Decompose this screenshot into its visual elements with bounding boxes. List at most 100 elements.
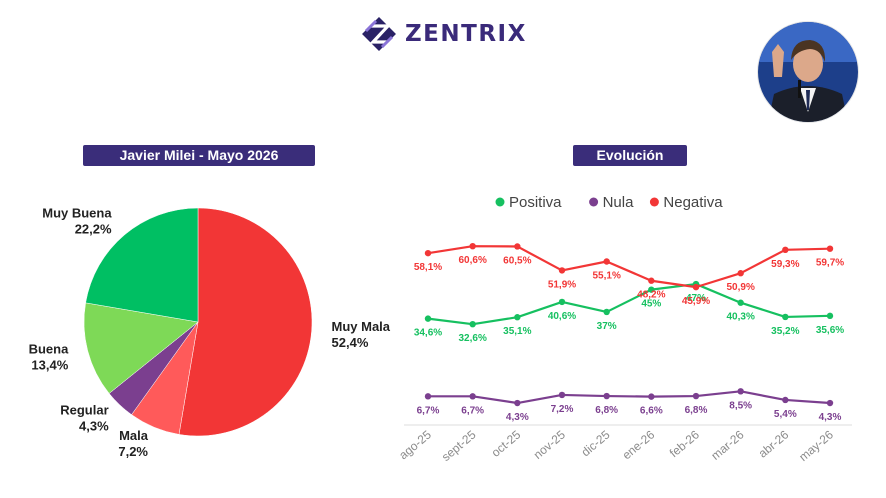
data-label-negativa-ago-25: 58,1%: [414, 262, 442, 273]
data-point-nula-ene-26: [648, 393, 655, 400]
data-point-positiva-abr-26: [782, 313, 789, 321]
pie-label-mala: Mala: [119, 428, 149, 443]
data-label-negativa-nov-25: 51,9%: [548, 279, 576, 290]
data-label-positiva-abr-26: 35,2%: [771, 326, 799, 337]
legend-label-positiva: Positiva: [509, 194, 562, 211]
x-tick-ene-26: ene-26: [620, 427, 658, 462]
legend-item-positiva: Positiva: [495, 194, 562, 211]
data-point-positiva-mar-26: [737, 299, 744, 306]
x-tick-dic-25: dic-25: [579, 427, 613, 459]
data-point-nula-feb-26: [692, 392, 700, 400]
data-label-negativa-ene-26: 48,2%: [637, 290, 665, 301]
data-label-positiva-mar-26: 40,3%: [726, 312, 754, 323]
pie-value-muy-mala: 52,4%: [332, 335, 369, 350]
data-point-nula-nov-25: [558, 391, 566, 399]
data-label-positiva-feb-26: 47%: [686, 293, 706, 304]
data-label-positiva-oct-25: 35,1%: [503, 326, 531, 337]
legend-marker-nula: [589, 197, 599, 207]
data-label-negativa-dic-25: 55,1%: [592, 271, 620, 282]
data-label-nula-ene-26: 6,6%: [640, 406, 663, 417]
data-label-nula-feb-26: 6,8%: [685, 405, 708, 416]
brand-name: ZENTRIX: [405, 21, 527, 47]
data-label-negativa-may-26: 59,7%: [816, 258, 844, 269]
x-tick-sept-25: sept-25: [439, 427, 479, 464]
data-label-negativa-feb-26: 45,9%: [682, 296, 710, 307]
data-label-nula-oct-25: 4,3%: [506, 412, 529, 423]
data-point-nula-may-26: [826, 399, 834, 407]
data-point-nula-abr-26: [782, 396, 789, 404]
data-label-nula-nov-25: 7,2%: [551, 404, 574, 415]
data-point-negativa-ago-25: [424, 249, 432, 257]
data-label-nula-dic-25: 6,8%: [595, 405, 618, 416]
data-label-nula-ago-25: 6,7%: [417, 405, 440, 416]
zentrix-logo-icon: [362, 17, 396, 51]
series-line-positiva: [427, 282, 831, 326]
data-point-negativa-feb-26: [692, 283, 700, 291]
pie-label-regular: Regular: [60, 402, 108, 417]
pie-chart-title: Javier Milei - Mayo 2026: [83, 145, 315, 166]
pie-slice-muy-buena: [85, 207, 199, 323]
data-point-nula-mar-26: [737, 388, 744, 395]
x-tick-feb-26: feb-26: [667, 427, 702, 460]
data-point-positiva-may-26: [826, 312, 834, 320]
data-label-positiva-dic-25: 37%: [597, 321, 617, 332]
x-tick-abr-26: abr-26: [756, 427, 792, 460]
data-point-negativa-dic-25: [603, 258, 610, 265]
data-label-nula-may-26: 4,3%: [819, 412, 842, 423]
data-label-negativa-sept-25: 60,6%: [458, 255, 486, 266]
pie-value-mala: 7,2%: [118, 444, 148, 459]
legend-item-nula: Nula: [589, 194, 634, 211]
data-point-positiva-sept-25: [469, 320, 476, 328]
x-tick-oct-25: oct-25: [489, 427, 524, 459]
data-label-positiva-ene-26: 45%: [641, 299, 661, 310]
legend-marker-negativa: [649, 197, 659, 207]
legend-marker-positiva: [495, 197, 505, 207]
data-label-nula-sept-25: 6,7%: [461, 405, 484, 416]
data-label-positiva-nov-25: 40,6%: [548, 311, 576, 322]
data-point-negativa-ene-26: [648, 277, 655, 284]
data-point-positiva-ago-25: [424, 315, 432, 322]
data-point-negativa-nov-25: [558, 267, 566, 274]
line-chart-title: Evolución: [573, 145, 687, 166]
data-label-nula-abr-26: 5,4%: [774, 409, 797, 420]
data-point-negativa-oct-25: [514, 243, 521, 250]
series-line-nula: [428, 390, 831, 405]
line-chart: Positiva Nula Negativa ago-25 sept-25 oct-25 n…: [396, 194, 852, 464]
legend-item-negativa: Negativa: [649, 194, 723, 211]
data-point-positiva-oct-25: [514, 314, 521, 321]
data-point-nula-dic-25: [603, 392, 610, 400]
pie-value-muy-buena: 22,2%: [75, 222, 112, 237]
pie-label-muy-buena: Muy Buena: [42, 206, 112, 221]
pie-value-regular: 4,3%: [79, 418, 109, 433]
data-point-nula-oct-25: [514, 399, 521, 407]
data-point-negativa-sept-25: [469, 242, 476, 250]
data-point-positiva-nov-25: [558, 298, 566, 306]
x-tick-may-26: may-26: [796, 427, 836, 464]
legend-label-negativa: Negativa: [663, 194, 723, 211]
pie-value-buena: 13,4%: [31, 358, 68, 373]
pie-label-buena: Buena: [29, 342, 70, 357]
person-photo-icon: [758, 22, 858, 122]
data-point-nula-ago-25: [424, 393, 432, 400]
data-point-positiva-dic-25: [603, 308, 610, 316]
data-point-negativa-abr-26: [782, 246, 789, 254]
data-label-nula-mar-26: 8,5%: [729, 400, 752, 411]
data-label-negativa-abr-26: 59,3%: [771, 259, 799, 270]
politician-photo: [758, 22, 858, 122]
x-tick-ago-25: ago-25: [396, 427, 434, 462]
data-point-nula-sept-25: [469, 393, 476, 400]
data-point-negativa-may-26: [826, 245, 834, 252]
data-label-positiva-sept-25: 32,6%: [458, 333, 486, 344]
pie-slice-buena: [83, 302, 199, 394]
data-label-positiva-ago-25: 34,6%: [414, 328, 442, 339]
brand-logo: ZENTRIX: [361, 12, 527, 56]
x-tick-nov-25: nov-25: [531, 427, 568, 462]
data-point-positiva-ene-26: [648, 286, 655, 293]
data-label-positiva-may-26: 35,6%: [816, 325, 844, 336]
data-point-negativa-mar-26: [737, 270, 744, 277]
series-line-negativa: [427, 245, 831, 289]
legend-label-nula: Nula: [603, 194, 635, 211]
x-tick-mar-26: mar-26: [708, 427, 746, 462]
pie-slice-muy-mala: [178, 207, 313, 437]
